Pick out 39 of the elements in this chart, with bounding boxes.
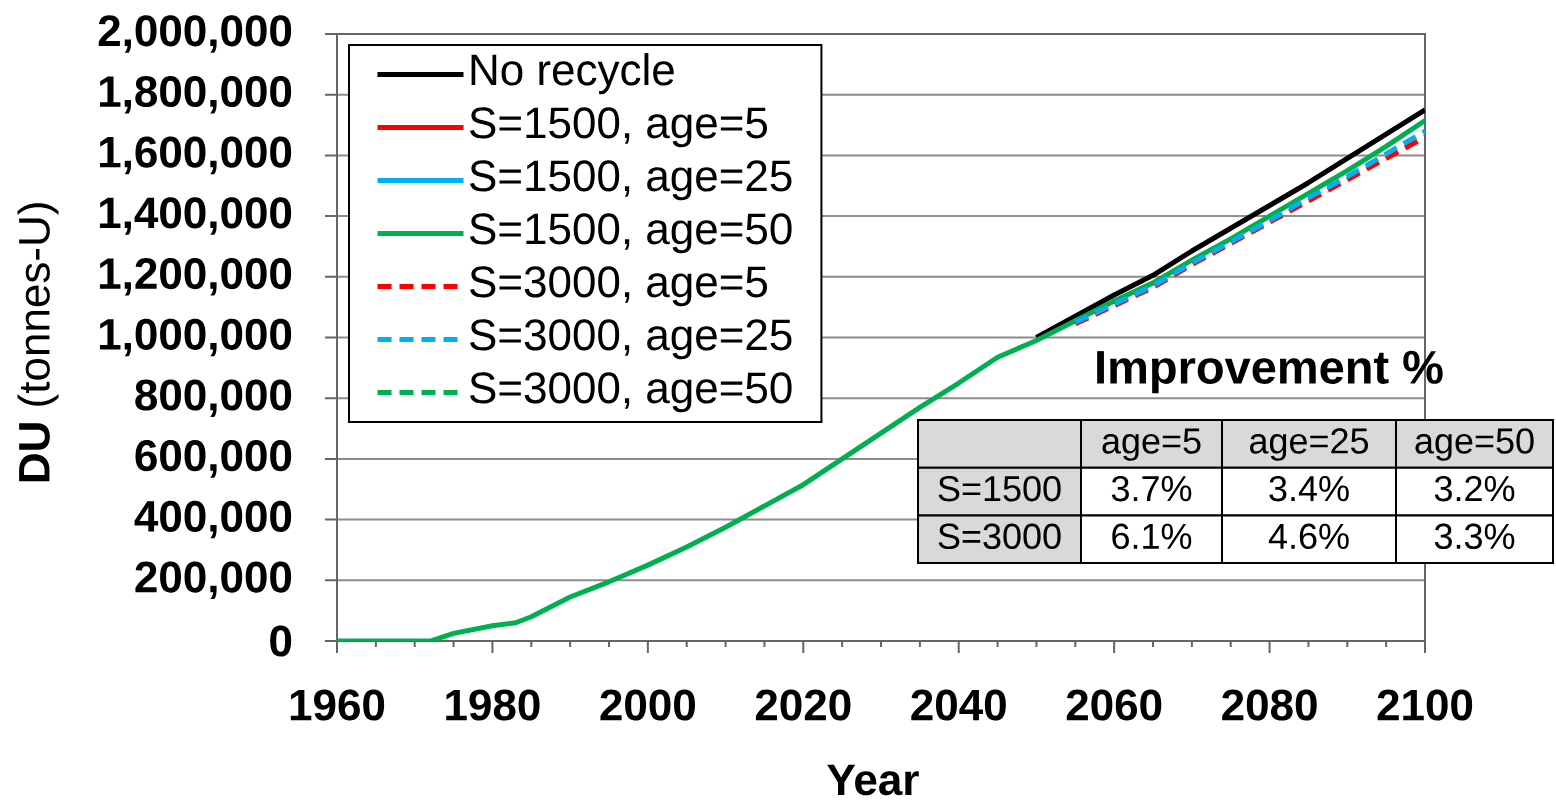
y-tick-label: 0 [270, 625, 292, 657]
annotation: age=25 [1249, 428, 1369, 461]
annotation: 4.6% [1268, 523, 1349, 550]
y-tick-label: 2,000,000 [98, 15, 292, 53]
legend-label: S=1500, age=5 [470, 107, 768, 148]
annotation: 3.4% [1269, 475, 1349, 502]
x-tick-label: 2040 [911, 689, 1006, 721]
y-tick-label: 400,000 [134, 500, 292, 539]
y-tick-label: 800,000 [135, 379, 292, 417]
x-tick-label: 2020 [755, 689, 851, 721]
legend-label: S=3000, age=50 [470, 372, 792, 413]
x-tick-label: 2100 [1377, 689, 1473, 721]
y-tick-label: 1,800,000 [99, 75, 292, 114]
y-tick-label: 1,200,000 [99, 258, 292, 296]
text: 3.3% [1434, 523, 1515, 550]
x-tick-label: 2060 [1066, 689, 1162, 721]
annotation: S=1500 [938, 475, 1061, 502]
annotation: 3.7% [1111, 475, 1192, 502]
legend-label: S=3000, age=25 [470, 319, 792, 360]
y-tick-label: 200,000 [135, 561, 292, 600]
y-tick-label: 600,000 [135, 440, 292, 478]
y-tick-label: 1,000,000 [99, 318, 292, 357]
y-tick-label: 1,600,000 [99, 136, 292, 175]
text: 3.2% [1434, 475, 1515, 502]
x-axis-title: Year [827, 764, 919, 796]
legend-label: S=3000, age=5 [470, 266, 768, 307]
annotation: 6.1% [1112, 523, 1192, 550]
legend-label: S=1500, age=25 [470, 160, 792, 201]
y-axis-title: DU (tonnes-U) [17, 203, 59, 482]
annotation: age=5 [1102, 428, 1201, 461]
annotation: age=50 [1415, 428, 1534, 461]
x-tick-label: 1960 [290, 689, 385, 721]
annotation: S=3000 [938, 523, 1061, 550]
x-tick-label: 2000 [600, 689, 695, 721]
legend-label: No recycle [471, 53, 674, 95]
x-tick-label: 2080 [1222, 689, 1317, 721]
x-tick-label: 1980 [446, 689, 540, 721]
legend-label: S=1500, age=50 [470, 213, 792, 254]
y-tick-label: 1,400,000 [99, 197, 292, 235]
